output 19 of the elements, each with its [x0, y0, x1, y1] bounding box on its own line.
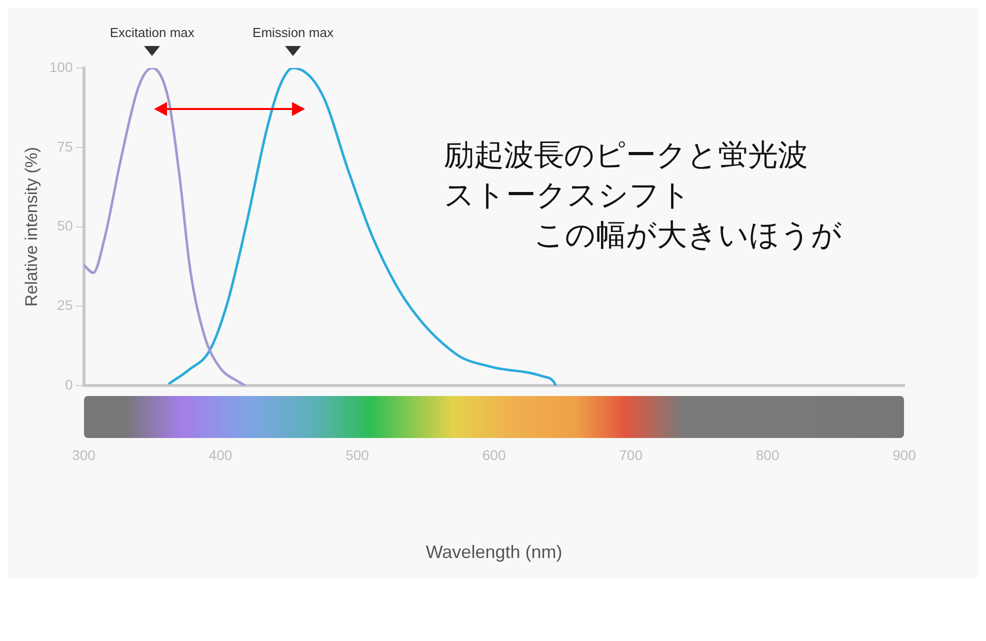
- annotation: Emission max: [252, 25, 334, 40]
- x-tick-label: 600: [482, 446, 506, 463]
- annotation: この幅が大きいほうが: [533, 217, 842, 255]
- x-tick-label: 300: [72, 446, 96, 463]
- x-tick-label: 900: [892, 446, 916, 463]
- x-tick-label: 800: [756, 446, 780, 463]
- x-tick-label: 500: [346, 446, 370, 463]
- y-tick-label: 75: [57, 138, 73, 154]
- annotation: 励起波長のピークと蛍光波: [444, 137, 809, 175]
- y-tick-label: 50: [57, 218, 73, 234]
- x-tick-label: 400: [208, 446, 232, 463]
- y-tick-label: 25: [57, 297, 73, 314]
- y-axis-title: Relative intensity (%): [22, 146, 41, 307]
- y-tick-label: 100: [49, 58, 73, 75]
- x-tick-label: 700: [619, 446, 643, 463]
- x-axis-title: Wavelength (nm): [426, 542, 562, 562]
- annotation: Excitation max: [110, 25, 195, 40]
- y-tick-label: 0: [64, 376, 73, 392]
- annotation: ストークスシフト: [444, 177, 692, 215]
